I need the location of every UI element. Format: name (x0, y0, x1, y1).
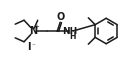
Text: ⁻: ⁻ (31, 44, 35, 50)
Text: I: I (27, 42, 31, 52)
Text: H: H (69, 32, 76, 41)
Text: O: O (56, 12, 64, 22)
Text: N: N (29, 26, 37, 36)
Text: +: + (34, 24, 39, 30)
Text: NH: NH (62, 27, 78, 36)
